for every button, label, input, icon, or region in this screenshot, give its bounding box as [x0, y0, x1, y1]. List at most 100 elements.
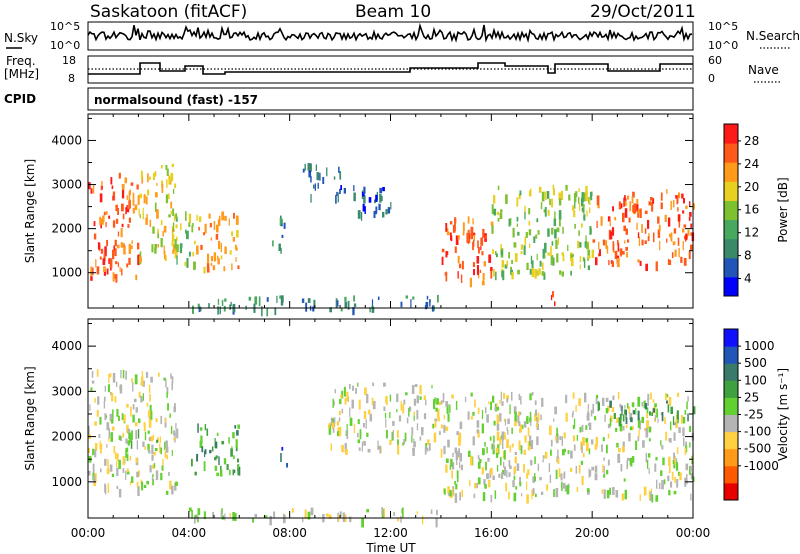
- power-cell: [685, 233, 688, 241]
- velocity-cell: [106, 468, 110, 475]
- power-cell: [310, 176, 312, 183]
- power-cell: [148, 176, 151, 180]
- velocity-cell: [679, 472, 682, 481]
- power-cell: [537, 230, 540, 235]
- velocity-cell: [99, 416, 102, 425]
- velocity-cell: [397, 444, 400, 455]
- velocity-cell: [221, 440, 225, 445]
- power-cell: [98, 245, 101, 250]
- power-cell: [555, 239, 558, 249]
- velocity-cell: [648, 490, 651, 500]
- velocity-cell: [563, 432, 566, 438]
- velocity-cell: [467, 411, 470, 420]
- power-cell: [335, 298, 338, 308]
- power-cell: [530, 188, 532, 195]
- velocity-cell: [151, 444, 154, 455]
- power-cell: [461, 260, 464, 270]
- power-cell: [121, 223, 124, 227]
- power-cell: [624, 200, 627, 207]
- nsky-panel-frame: [87, 21, 694, 51]
- velocity-cell: [506, 439, 509, 448]
- velocity-cell: [125, 470, 127, 480]
- velocity-cell: [474, 399, 476, 408]
- velocity-cell: [379, 445, 381, 454]
- velocity-cell: [403, 399, 406, 405]
- velocity-cell: [372, 382, 375, 386]
- power-cell: [682, 210, 685, 214]
- power-colorbar-tick-label: 4: [744, 272, 752, 286]
- velocity-cell: [145, 371, 149, 378]
- velocity-cell: [490, 467, 493, 476]
- power-cell: [587, 249, 591, 258]
- power-cell: [585, 191, 588, 202]
- velocity-cell: [393, 511, 396, 516]
- freq-tick-top: 18: [62, 54, 76, 67]
- power-colorbar-segment: [724, 219, 738, 240]
- power-colorbar-tick-label: 28: [744, 134, 759, 148]
- power-cell: [581, 192, 585, 202]
- velocity-cell: [511, 427, 513, 434]
- power-cell: [425, 301, 429, 308]
- velocity-cell: [339, 398, 342, 405]
- velocity-cell: [521, 493, 523, 497]
- velocity-cell: [626, 403, 629, 409]
- velocity-cell: [607, 423, 611, 429]
- velocity-cell: [567, 450, 570, 455]
- power-cell: [344, 296, 347, 302]
- velocity-cell: [168, 472, 170, 476]
- velocity-cell: [459, 421, 463, 429]
- velocity-cell: [632, 410, 635, 415]
- power-cell: [589, 207, 591, 214]
- velocity-cell: [639, 494, 641, 501]
- power-cell: [592, 239, 596, 243]
- velocity-cell: [341, 408, 344, 414]
- velocity-cell: [220, 510, 223, 517]
- velocity-cell: [626, 460, 628, 470]
- velocity-cell: [449, 464, 451, 470]
- velocity-cell: [143, 484, 147, 488]
- velocity-cell: [397, 517, 400, 522]
- power-cell: [196, 245, 199, 255]
- power-cell: [115, 218, 119, 224]
- velocity-cell: [149, 465, 152, 473]
- power-cell: [556, 227, 560, 233]
- velocity-cell: [652, 399, 655, 403]
- velocity-cell: [493, 420, 496, 426]
- velocity-cell: [591, 466, 595, 471]
- velocity-cell: [661, 480, 664, 490]
- velocity-cell: [654, 463, 657, 472]
- power-cell: [405, 295, 408, 299]
- velocity-cell: [476, 420, 480, 428]
- velocity-cell: [115, 452, 117, 460]
- power-cell: [171, 234, 175, 242]
- velocity-cell: [443, 424, 446, 433]
- power-panel-frame: [87, 113, 694, 309]
- power-cell: [623, 225, 626, 232]
- power-cell: [529, 268, 532, 275]
- power-cell: [210, 256, 213, 262]
- velocity-cell: [332, 398, 334, 408]
- velocity-cell: [523, 449, 526, 455]
- velocity-cell: [687, 413, 689, 422]
- power-cell: [508, 218, 511, 227]
- velocity-cell: [349, 516, 352, 523]
- velocity-cell: [153, 463, 156, 468]
- velocity-cell: [443, 488, 446, 495]
- velocity-cell: [339, 426, 342, 436]
- velocity-cell: [352, 385, 354, 391]
- power-cell: [236, 230, 239, 238]
- velocity-cell: [487, 457, 490, 462]
- velocity-cell: [622, 414, 625, 422]
- velocity-cell: [175, 481, 178, 486]
- velocity-cell: [588, 448, 591, 455]
- velocity-data-region: [88, 369, 179, 498]
- velocity-cell: [502, 439, 504, 449]
- power-cell: [121, 268, 123, 276]
- velocity-cell: [496, 431, 500, 441]
- velocity-cell: [576, 435, 579, 441]
- power-cell: [659, 240, 661, 251]
- power-cell: [184, 261, 187, 267]
- power-cell: [400, 301, 403, 308]
- velocity-cell: [440, 400, 443, 405]
- power-cell: [344, 301, 347, 308]
